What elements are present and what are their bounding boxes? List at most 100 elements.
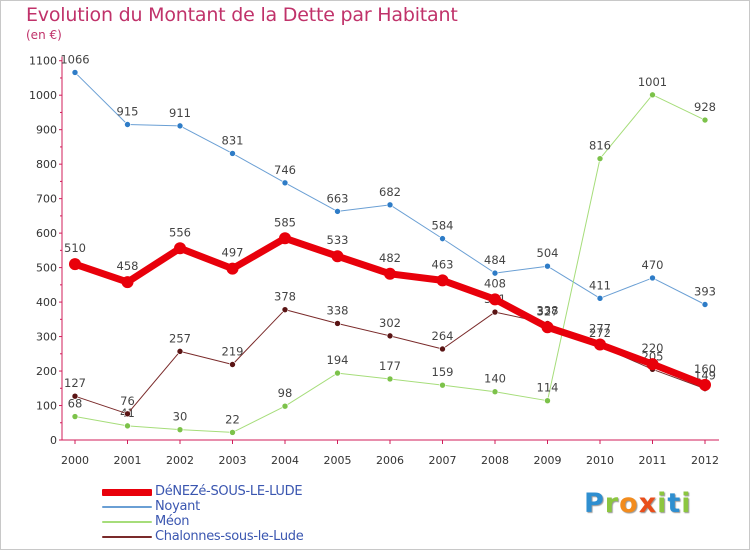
- data-point-m-on: [229, 429, 236, 436]
- data-label-noyant: 504: [537, 246, 559, 260]
- data-label-noyant: 470: [642, 258, 664, 272]
- chart-subtitle: (en €): [26, 28, 62, 42]
- legend-swatch: [102, 536, 152, 538]
- x-tick-label: 2003: [219, 454, 247, 467]
- y-tick-label: 300: [36, 331, 57, 344]
- data-label-d-nez-sous-le-lude: 482: [379, 251, 401, 265]
- data-point-noyant: [491, 269, 499, 277]
- data-point-chalonnes-sous-le-lude: [124, 410, 131, 418]
- data-point-d-nez-sous-le-lude: [384, 267, 396, 280]
- data-point-chalonnes-sous-le-lude: [229, 361, 236, 368]
- data-label-chalonnes-sous-le-lude: 378: [274, 290, 296, 304]
- x-tick-label: 2000: [61, 454, 89, 467]
- data-point-d-nez-sous-le-lude: [541, 321, 554, 334]
- data-label-m-on: 140: [484, 372, 506, 386]
- logo-letter: t: [667, 488, 682, 519]
- data-label-d-nez-sous-le-lude: 585: [274, 215, 296, 229]
- data-point-m-on: [386, 375, 394, 383]
- data-point-noyant: [386, 201, 394, 209]
- data-label-chalonnes-sous-le-lude: 302: [379, 316, 401, 330]
- data-point-m-on: [596, 155, 604, 162]
- data-label-noyant: 831: [222, 133, 244, 147]
- data-point-d-nez-sous-le-lude: [436, 274, 449, 287]
- data-label-noyant: 682: [379, 185, 401, 199]
- data-point-d-nez-sous-le-lude: [331, 250, 344, 263]
- logo-letter: i: [681, 488, 692, 519]
- data-point-noyant: [334, 208, 341, 215]
- data-label-noyant: 1066: [60, 52, 89, 66]
- data-label-m-on: 98: [278, 386, 293, 400]
- data-point-d-nez-sous-le-lude: [174, 242, 186, 255]
- data-point-d-nez-sous-le-lude: [279, 232, 291, 245]
- data-point-d-nez-sous-le-lude: [699, 378, 711, 391]
- data-label-d-nez-sous-le-lude: 327: [537, 304, 559, 318]
- legend-label: Méon: [155, 514, 190, 529]
- data-label-d-nez-sous-le-lude: 533: [327, 233, 349, 247]
- data-point-m-on: [491, 388, 499, 396]
- data-point-noyant: [701, 301, 709, 308]
- logo-letter: r: [604, 488, 620, 519]
- x-tick-label: 2011: [639, 454, 667, 467]
- x-tick-label: 2012: [691, 454, 719, 467]
- data-point-m-on: [544, 397, 551, 404]
- data-point-chalonnes-sous-le-lude: [386, 332, 394, 340]
- data-point-noyant: [71, 69, 79, 76]
- data-point-noyant: [229, 150, 236, 157]
- y-tick-label: 1100: [29, 55, 57, 68]
- data-point-noyant: [596, 294, 604, 302]
- data-label-m-on: 68: [68, 397, 83, 411]
- legend-swatch: [102, 521, 152, 523]
- data-point-noyant: [281, 179, 289, 187]
- y-tick-label: 200: [36, 365, 57, 378]
- logo-letter: o: [619, 488, 639, 519]
- data-point-m-on: [176, 426, 184, 433]
- y-tick-label: 500: [36, 262, 57, 275]
- data-point-chalonnes-sous-le-lude: [334, 320, 341, 327]
- data-label-d-nez-sous-le-lude: 220: [642, 341, 664, 355]
- data-point-d-nez-sous-le-lude: [594, 338, 606, 351]
- data-label-noyant: 663: [327, 191, 349, 205]
- data-point-d-nez-sous-le-lude: [489, 293, 501, 306]
- data-label-noyant: 411: [589, 278, 611, 292]
- legend-swatch: [102, 489, 152, 496]
- y-tick-label: 0: [50, 434, 57, 447]
- x-tick-label: 2001: [114, 454, 142, 467]
- data-label-chalonnes-sous-le-lude: 76: [120, 394, 135, 408]
- data-label-m-on: 22: [225, 412, 240, 426]
- data-point-m-on: [701, 116, 709, 124]
- data-label-d-nez-sous-le-lude: 463: [432, 257, 454, 271]
- data-label-d-nez-sous-le-lude: 160: [694, 362, 716, 376]
- data-point-chalonnes-sous-le-lude: [281, 306, 289, 313]
- y-tick-label: 700: [36, 193, 57, 206]
- legend-label: Chalonnes-sous-le-Lude: [155, 529, 304, 544]
- data-label-chalonnes-sous-le-lude: 219: [222, 344, 244, 358]
- y-tick-label: 900: [36, 124, 57, 137]
- y-tick-label: 1000: [29, 89, 57, 102]
- data-label-noyant: 484: [484, 253, 506, 267]
- data-label-chalonnes-sous-le-lude: 338: [537, 303, 559, 317]
- data-label-chalonnes-sous-le-lude: 264: [432, 329, 454, 343]
- data-point-m-on: [281, 402, 289, 410]
- data-point-m-on: [439, 381, 446, 389]
- data-label-chalonnes-sous-le-lude: 257: [169, 331, 191, 345]
- y-tick-label: 600: [36, 227, 57, 240]
- data-point-m-on: [334, 369, 341, 377]
- x-tick-label: 2004: [271, 454, 299, 467]
- data-label-m-on: 194: [327, 353, 349, 367]
- legend-label: Noyant: [155, 499, 200, 514]
- data-point-chalonnes-sous-le-lude: [439, 345, 446, 353]
- x-tick-label: 2008: [481, 454, 509, 467]
- data-point-m-on: [71, 413, 79, 420]
- data-point-noyant: [176, 122, 184, 130]
- data-label-chalonnes-sous-le-lude: 272: [589, 326, 611, 340]
- data-point-noyant: [649, 274, 656, 282]
- data-label-m-on: 159: [432, 365, 454, 379]
- data-label-m-on: 816: [589, 139, 611, 153]
- x-tick-label: 2009: [534, 454, 562, 467]
- data-point-m-on: [124, 422, 131, 430]
- data-point-d-nez-sous-le-lude: [69, 258, 81, 271]
- data-point-chalonnes-sous-le-lude: [71, 392, 79, 400]
- x-tick-label: 2002: [166, 454, 194, 467]
